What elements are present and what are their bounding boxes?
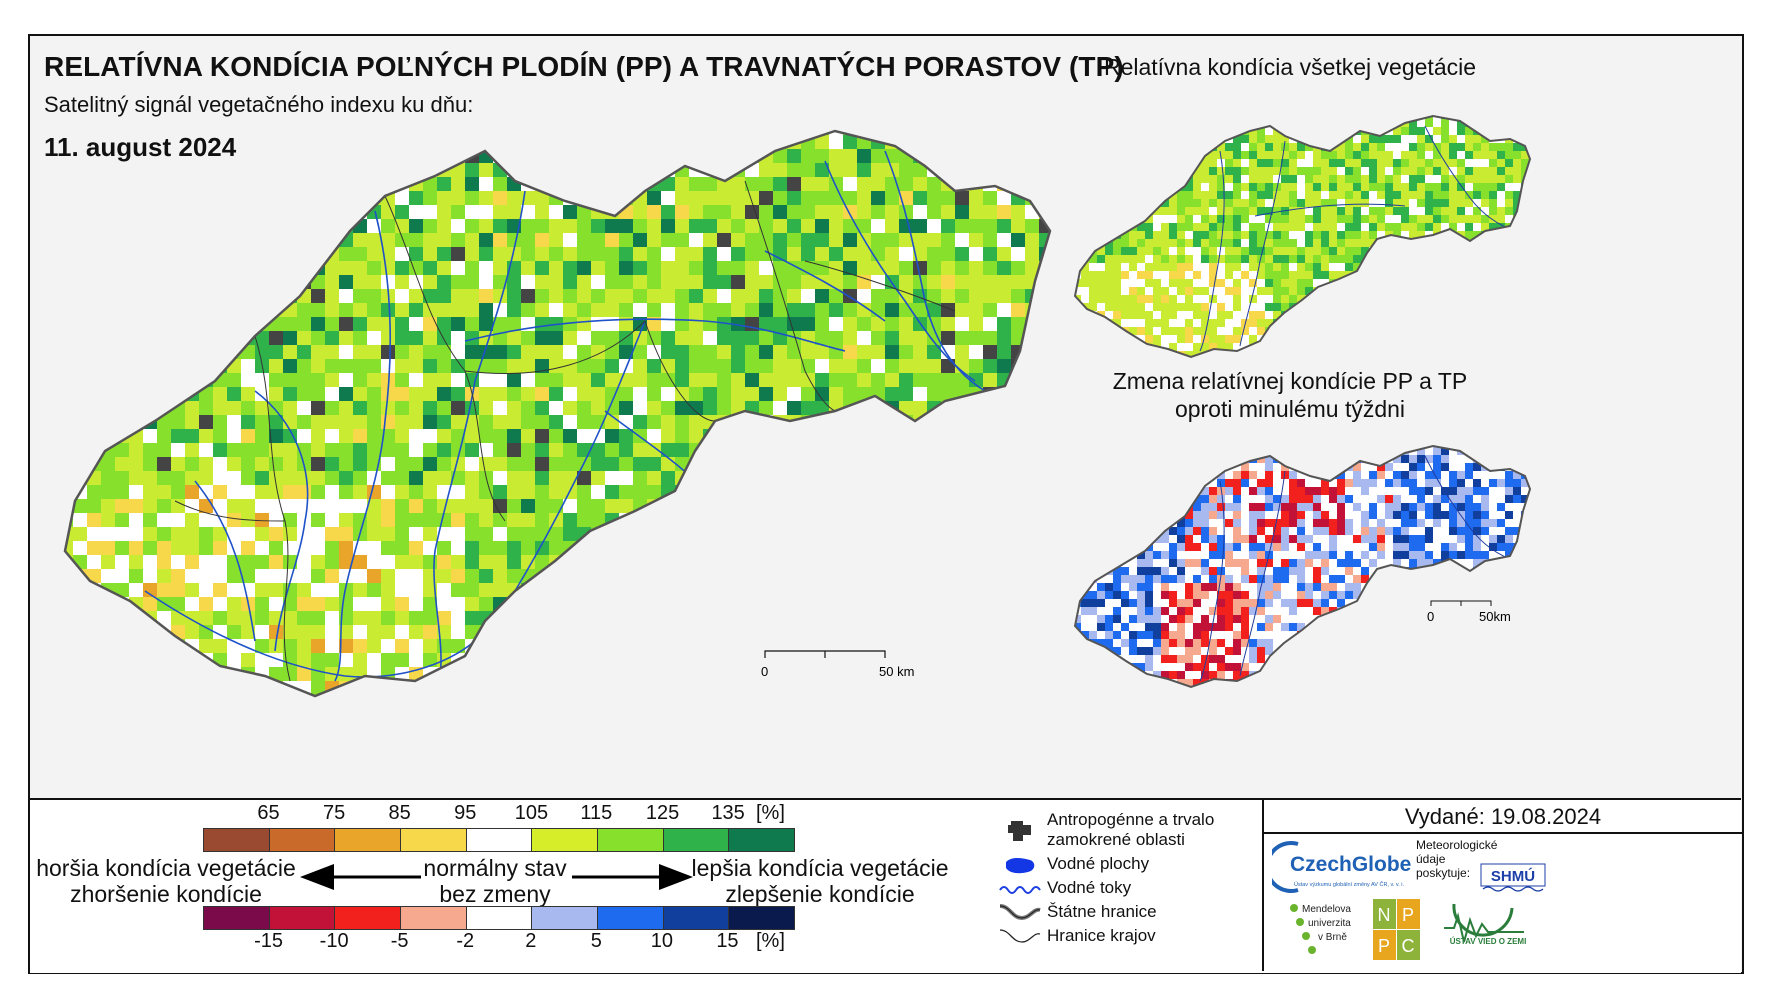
condition-swatch: [598, 829, 664, 851]
inset-top-title: Relatívna kondícia všetkej vegetácie: [1103, 54, 1477, 80]
condition-unit: [%]: [756, 802, 785, 824]
shmu-text: SHMÚ: [1491, 867, 1535, 885]
condition-tick-label: 125: [645, 802, 680, 824]
main-title: RELATÍVNA KONDÍCIA POĽNÝCH PLODÍN (PP) A…: [44, 51, 1124, 82]
shmu-logo: SHMÚ: [1480, 863, 1546, 892]
inset-bottom-title-line2: oproti minulému týždni: [1174, 396, 1406, 422]
river-icon: [999, 886, 1041, 894]
anthropogenic-area-icon: [1008, 821, 1031, 841]
inset-bottom-title-line1: Zmena relatívnej kondície PP a TP: [1112, 368, 1468, 394]
main-date: 11. august 2024: [44, 132, 237, 162]
condition-color-bar: [203, 828, 795, 852]
meteo-text: Meteorologické údaje poskytuje:: [1416, 838, 1497, 880]
state-border-label: Štátne hranice: [1047, 902, 1157, 921]
issued-box: Vydané: 19.08.2024 CzechGlobe Ústav výzk…: [1262, 800, 1742, 971]
condition-swatch: [663, 829, 730, 851]
main-scale-0: 0: [761, 664, 768, 679]
change-tick-label: -5: [390, 930, 409, 952]
arrow-right-icon: [572, 864, 693, 890]
mendel-logo: Mendelova univerzita v Brně: [1290, 904, 1351, 954]
mendel-line1: Mendelova: [1302, 904, 1351, 915]
condition-swatch: [466, 829, 533, 851]
uvz-text: ÚSTAV VIED O ZEMI: [1450, 937, 1527, 946]
czechglobe-subtext: Ústav výzkumu globální změny AV ČR, v. v…: [1294, 881, 1405, 888]
uvz-logo: ÚSTAV VIED O ZEMI: [1444, 903, 1527, 946]
condition-swatch: [335, 829, 402, 851]
inset-top-map: [1074, 115, 1531, 358]
mendel-line3: v Brně: [1318, 932, 1347, 943]
region-border-label: Hranice krajov: [1047, 926, 1156, 945]
condition-tick-label: 105: [514, 802, 549, 824]
change-tick-label: -15: [254, 930, 283, 952]
worse-label-line1: horšia kondícia vegetácie: [36, 855, 296, 881]
condition-swatch: [729, 829, 795, 851]
main-map-region-borders: [174, 180, 956, 682]
condition-swatch: [269, 829, 336, 851]
inset-bottom-map: 0 50km: [1074, 445, 1531, 688]
change-tick-label: 2: [525, 930, 537, 952]
change-swatch: [532, 907, 599, 929]
anthropogenic-label-line2: zamokrené oblasti: [1047, 830, 1185, 849]
change-swatch: [335, 907, 402, 929]
meteo-line1: Meteorologické: [1416, 838, 1498, 852]
issued-date: Vydané: 19.08.2024: [1404, 804, 1602, 829]
main-map: 0 50 km: [63, 129, 1052, 698]
condition-tick-label: 65: [257, 802, 280, 824]
map-frame: RELATÍVNA KONDÍCIA POĽNÝCH PLODÍN (PP) A…: [28, 34, 1744, 974]
condition-tick-label: 75: [322, 802, 346, 824]
change-tick-label: -2: [456, 930, 475, 952]
better-label-line2: zlepšenie kondície: [725, 881, 915, 907]
main-scale-50: 50 km: [879, 664, 914, 679]
better-label-line1: lepšia kondícia vegetácie: [691, 855, 949, 881]
change-swatch: [663, 907, 730, 929]
condition-swatch: [204, 829, 270, 851]
condition-swatch: [532, 829, 599, 851]
arrow-left-icon: [300, 864, 421, 890]
change-swatch: [729, 907, 795, 929]
nppc-letter-1: N: [1378, 905, 1391, 925]
water-areas-label: Vodné plochy: [1047, 854, 1150, 873]
change-color-bar: [203, 906, 795, 930]
inset-scale-50: 50km: [1479, 609, 1511, 624]
condition-tick-label: 135: [711, 802, 745, 824]
czechglobe-logo: CzechGlobe Ústav výzkumu globální změny …: [1272, 841, 1411, 893]
region-border-icon: [999, 929, 1041, 943]
condition-tick-label: 115: [580, 802, 613, 824]
inset-scale-0: 0: [1427, 609, 1434, 624]
nppc-logo: N P P C: [1373, 899, 1420, 960]
meteo-line3: poskytuje:: [1416, 866, 1471, 880]
main-map-pixels: [65, 131, 1050, 696]
change-swatch: [269, 907, 336, 929]
water-area-icon: [1006, 858, 1035, 874]
legend-panel: 65 75 85 95 105 115 125 135 [%] horšia kondícia…: [30, 798, 1742, 973]
meteo-line2: údaje: [1416, 852, 1446, 866]
czechglobe-text: CzechGlobe: [1290, 853, 1411, 876]
change-tick-label: 15: [716, 930, 739, 952]
change-tick-label: 10: [650, 930, 673, 952]
change-swatch: [401, 907, 467, 929]
condition-tick-label: 95: [454, 802, 477, 824]
change-unit: [%]: [756, 930, 785, 952]
change-swatch: [204, 907, 270, 929]
nppc-letter-4: C: [1402, 936, 1415, 956]
change-swatch: [466, 907, 533, 929]
mendel-line2: univerzita: [1308, 918, 1351, 929]
condition-tick-label: 85: [388, 802, 411, 824]
anthropogenic-label-line1: Antropogénne a trvalo: [1047, 810, 1215, 829]
normal-label-line2: bez zmeny: [439, 881, 551, 907]
change-swatch: [598, 907, 664, 929]
change-tick-label: 5: [590, 930, 602, 952]
main-scale-bar: 0 50 km: [761, 650, 914, 679]
nppc-letter-3: P: [1378, 936, 1390, 956]
change-tick-label: -10: [319, 930, 349, 952]
inset-scale-bar: 0 50km: [1427, 600, 1511, 624]
condition-swatch: [401, 829, 467, 851]
rivers-label: Vodné toky: [1047, 878, 1132, 897]
state-border-icon: [999, 904, 1041, 921]
main-subtitle: Satelitný signál vegetačného indexu ku d…: [44, 92, 474, 117]
normal-label-line1: normálny stav: [423, 855, 567, 881]
nppc-letter-2: P: [1402, 905, 1414, 925]
worse-label-line2: zhoršenie kondície: [70, 881, 262, 907]
